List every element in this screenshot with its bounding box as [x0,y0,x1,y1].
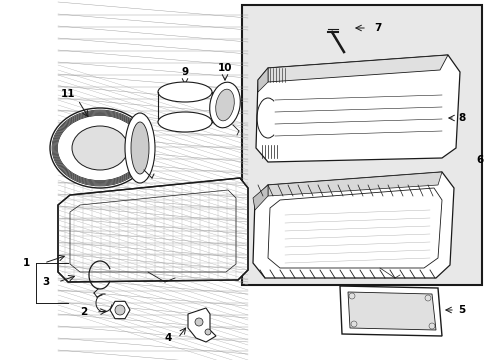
Circle shape [428,323,434,329]
Polygon shape [267,172,441,196]
Ellipse shape [72,126,128,170]
Ellipse shape [158,82,212,102]
Polygon shape [256,55,459,162]
Text: 10: 10 [217,63,232,73]
Ellipse shape [215,89,234,121]
Polygon shape [110,301,130,319]
Ellipse shape [125,113,155,183]
Ellipse shape [131,122,149,174]
Circle shape [348,293,354,299]
Polygon shape [347,292,435,330]
Ellipse shape [209,82,240,128]
Polygon shape [58,178,247,282]
Text: 9: 9 [181,67,188,77]
Circle shape [195,318,203,326]
Circle shape [115,305,125,315]
Text: 6: 6 [475,155,483,165]
Bar [242,5,481,285]
Text: 8: 8 [457,113,465,123]
Polygon shape [187,308,216,342]
Polygon shape [339,286,441,336]
Polygon shape [258,68,267,92]
Ellipse shape [50,108,150,188]
Circle shape [424,295,430,301]
Text: 3: 3 [42,277,49,287]
Polygon shape [252,172,453,278]
Circle shape [350,321,356,327]
Text: 4: 4 [164,333,171,343]
Polygon shape [267,188,441,268]
Circle shape [204,329,210,335]
Text: 7: 7 [373,23,381,33]
Polygon shape [252,185,267,210]
Polygon shape [267,55,447,82]
Text: 5: 5 [457,305,465,315]
Ellipse shape [158,112,212,132]
Text: 11: 11 [61,89,75,99]
Text: 2: 2 [80,307,87,317]
Text: 1: 1 [22,258,30,268]
